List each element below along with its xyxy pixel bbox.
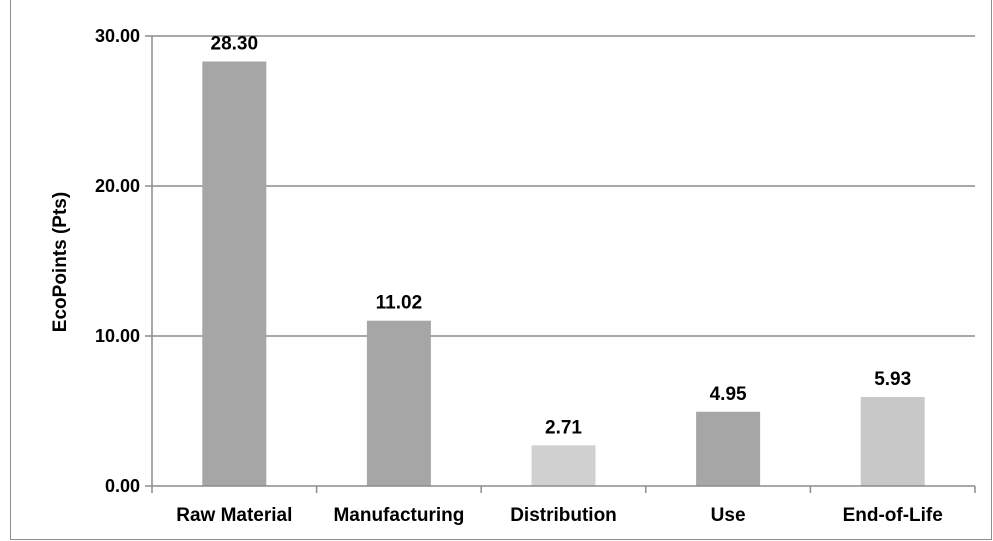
x-axis: Raw Material Manufacturing Distribution Use… (151, 36, 976, 526)
x-tick-label: Raw Material (176, 505, 292, 526)
y-axis-ticks: 0.00 10.00 20.00 30.00 (95, 26, 152, 496)
y-tick-label: 30.00 (95, 26, 140, 46)
x-tick-label: Use (711, 505, 746, 526)
data-label: 2.71 (545, 417, 582, 438)
data-labels: 28.30 11.02 2.71 4.95 5.93 (211, 34, 912, 439)
data-label: 11.02 (376, 293, 423, 314)
gridlines (152, 35, 975, 337)
bar-manufacturing (366, 320, 431, 486)
bar-end-of-life (860, 397, 925, 486)
data-label: 28.30 (211, 34, 259, 55)
x-tick-label: Manufacturing (333, 505, 464, 526)
bar-raw-material (202, 61, 267, 486)
y-axis-title: EcoPoints (Pts) (50, 192, 71, 332)
bar-use (696, 411, 761, 486)
data-label: 4.95 (710, 384, 747, 405)
y-tick-label: 0.00 (105, 476, 140, 496)
x-tick-label: Distribution (510, 505, 617, 526)
bar-distribution (531, 445, 596, 486)
bars (202, 61, 925, 486)
y-tick-label: 20.00 (95, 176, 140, 196)
data-label: 5.93 (874, 369, 911, 390)
chart-frame (10, 0, 992, 540)
y-tick-label: 10.00 (95, 326, 140, 346)
x-tick-label: End-of-Life (843, 505, 943, 526)
